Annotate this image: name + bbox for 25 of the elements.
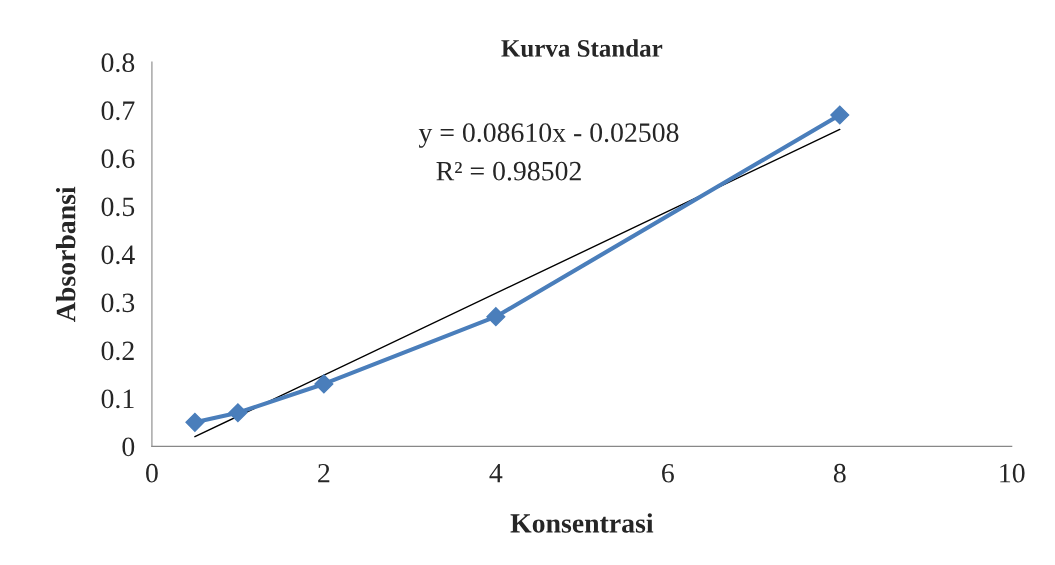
y-tick-label: 0 — [122, 437, 135, 457]
chart-title: Kurva Standar — [501, 39, 663, 57]
annotation: y = 0.08610x - 0.02508 — [418, 123, 679, 148]
y-tick-label: 0.4 — [101, 245, 135, 265]
annotation: R² = 0.98502 — [436, 161, 581, 181]
x-tick-label: 0 — [146, 463, 158, 483]
y-tick-label: 0.8 — [101, 53, 135, 73]
x-axis-title: Konsentrasi — [510, 513, 654, 533]
x-tick-label: 10 — [1000, 463, 1025, 483]
y-tick-label: 0.1 — [101, 389, 134, 409]
point — [486, 307, 506, 327]
y-tick-label: 0.7 — [101, 101, 135, 121]
point — [830, 105, 850, 125]
y-tick-label: 0.6 — [101, 149, 135, 169]
x-tick-label: 8 — [833, 463, 846, 483]
x-tick-label: 6 — [662, 463, 674, 483]
point — [185, 412, 205, 432]
y-tick-label: 0.5 — [101, 197, 135, 217]
y-tick-label: 0.2 — [101, 341, 134, 361]
point — [314, 374, 334, 394]
x-tick-label: 2 — [318, 463, 330, 483]
y-tick-label: 0.3 — [101, 293, 135, 313]
x-tick-label: 4 — [489, 464, 503, 483]
y-axis-title: Absorbansi — [55, 186, 76, 322]
point — [228, 403, 248, 423]
